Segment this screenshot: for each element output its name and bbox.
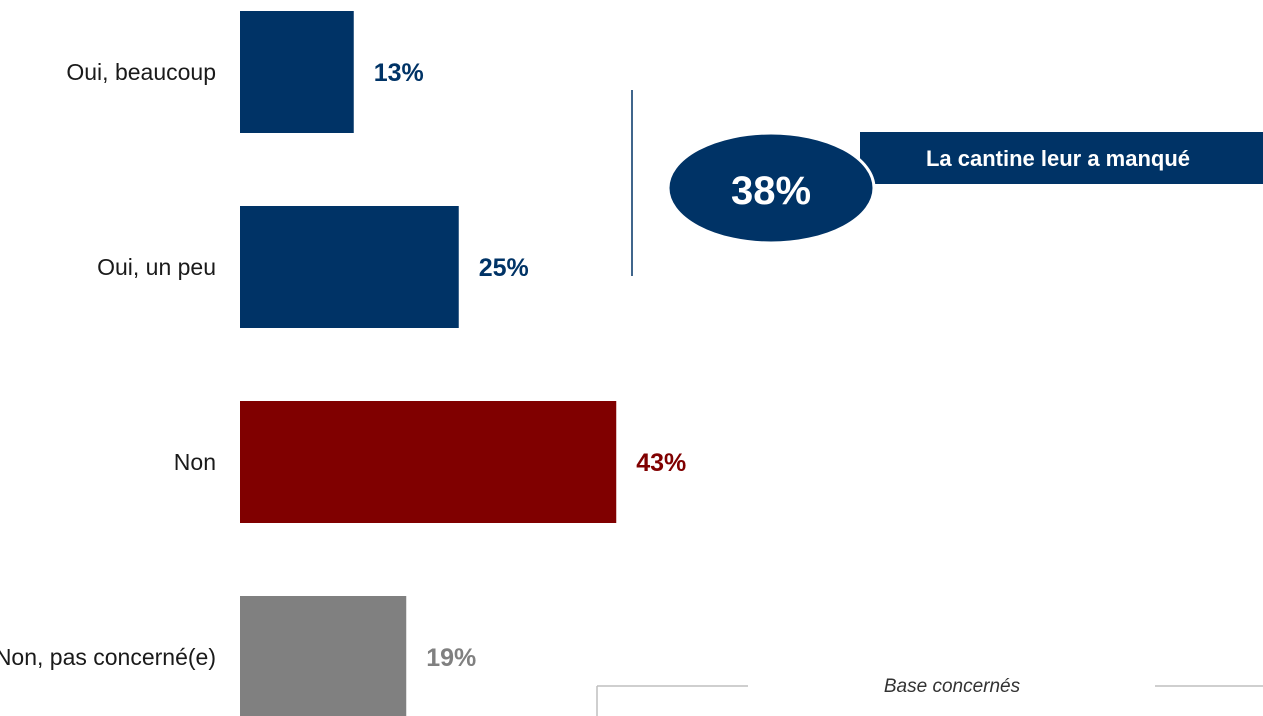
- value-label: 25%: [479, 254, 529, 282]
- category-label: Non, pas concerné(e): [0, 644, 216, 670]
- callout-banner: [860, 132, 1263, 184]
- category-label: Oui, un peu: [97, 254, 216, 280]
- bars-group: Oui, beaucoup 13% Oui, un peu 25% Non 43% Non,…: [0, 11, 686, 716]
- callout-label: La cantine leur a manqué: [926, 146, 1190, 171]
- bar-0: [240, 11, 354, 133]
- callout: La cantine leur a manqué 38%: [666, 131, 1263, 245]
- value-label: 13%: [374, 59, 424, 87]
- bar-3: [240, 596, 407, 716]
- value-label: 43%: [636, 449, 686, 477]
- base-note-text: Base concernés: [884, 676, 1021, 697]
- value-label: 19%: [426, 644, 476, 672]
- category-label: Oui, beaucoup: [66, 59, 216, 85]
- bar-2: [240, 401, 617, 523]
- callout-total: 38%: [731, 169, 811, 213]
- bar-1: [240, 206, 459, 328]
- category-label: Non: [174, 449, 216, 475]
- base-note: Base concernés: [596, 676, 1263, 716]
- callout-ellipse: [666, 131, 876, 245]
